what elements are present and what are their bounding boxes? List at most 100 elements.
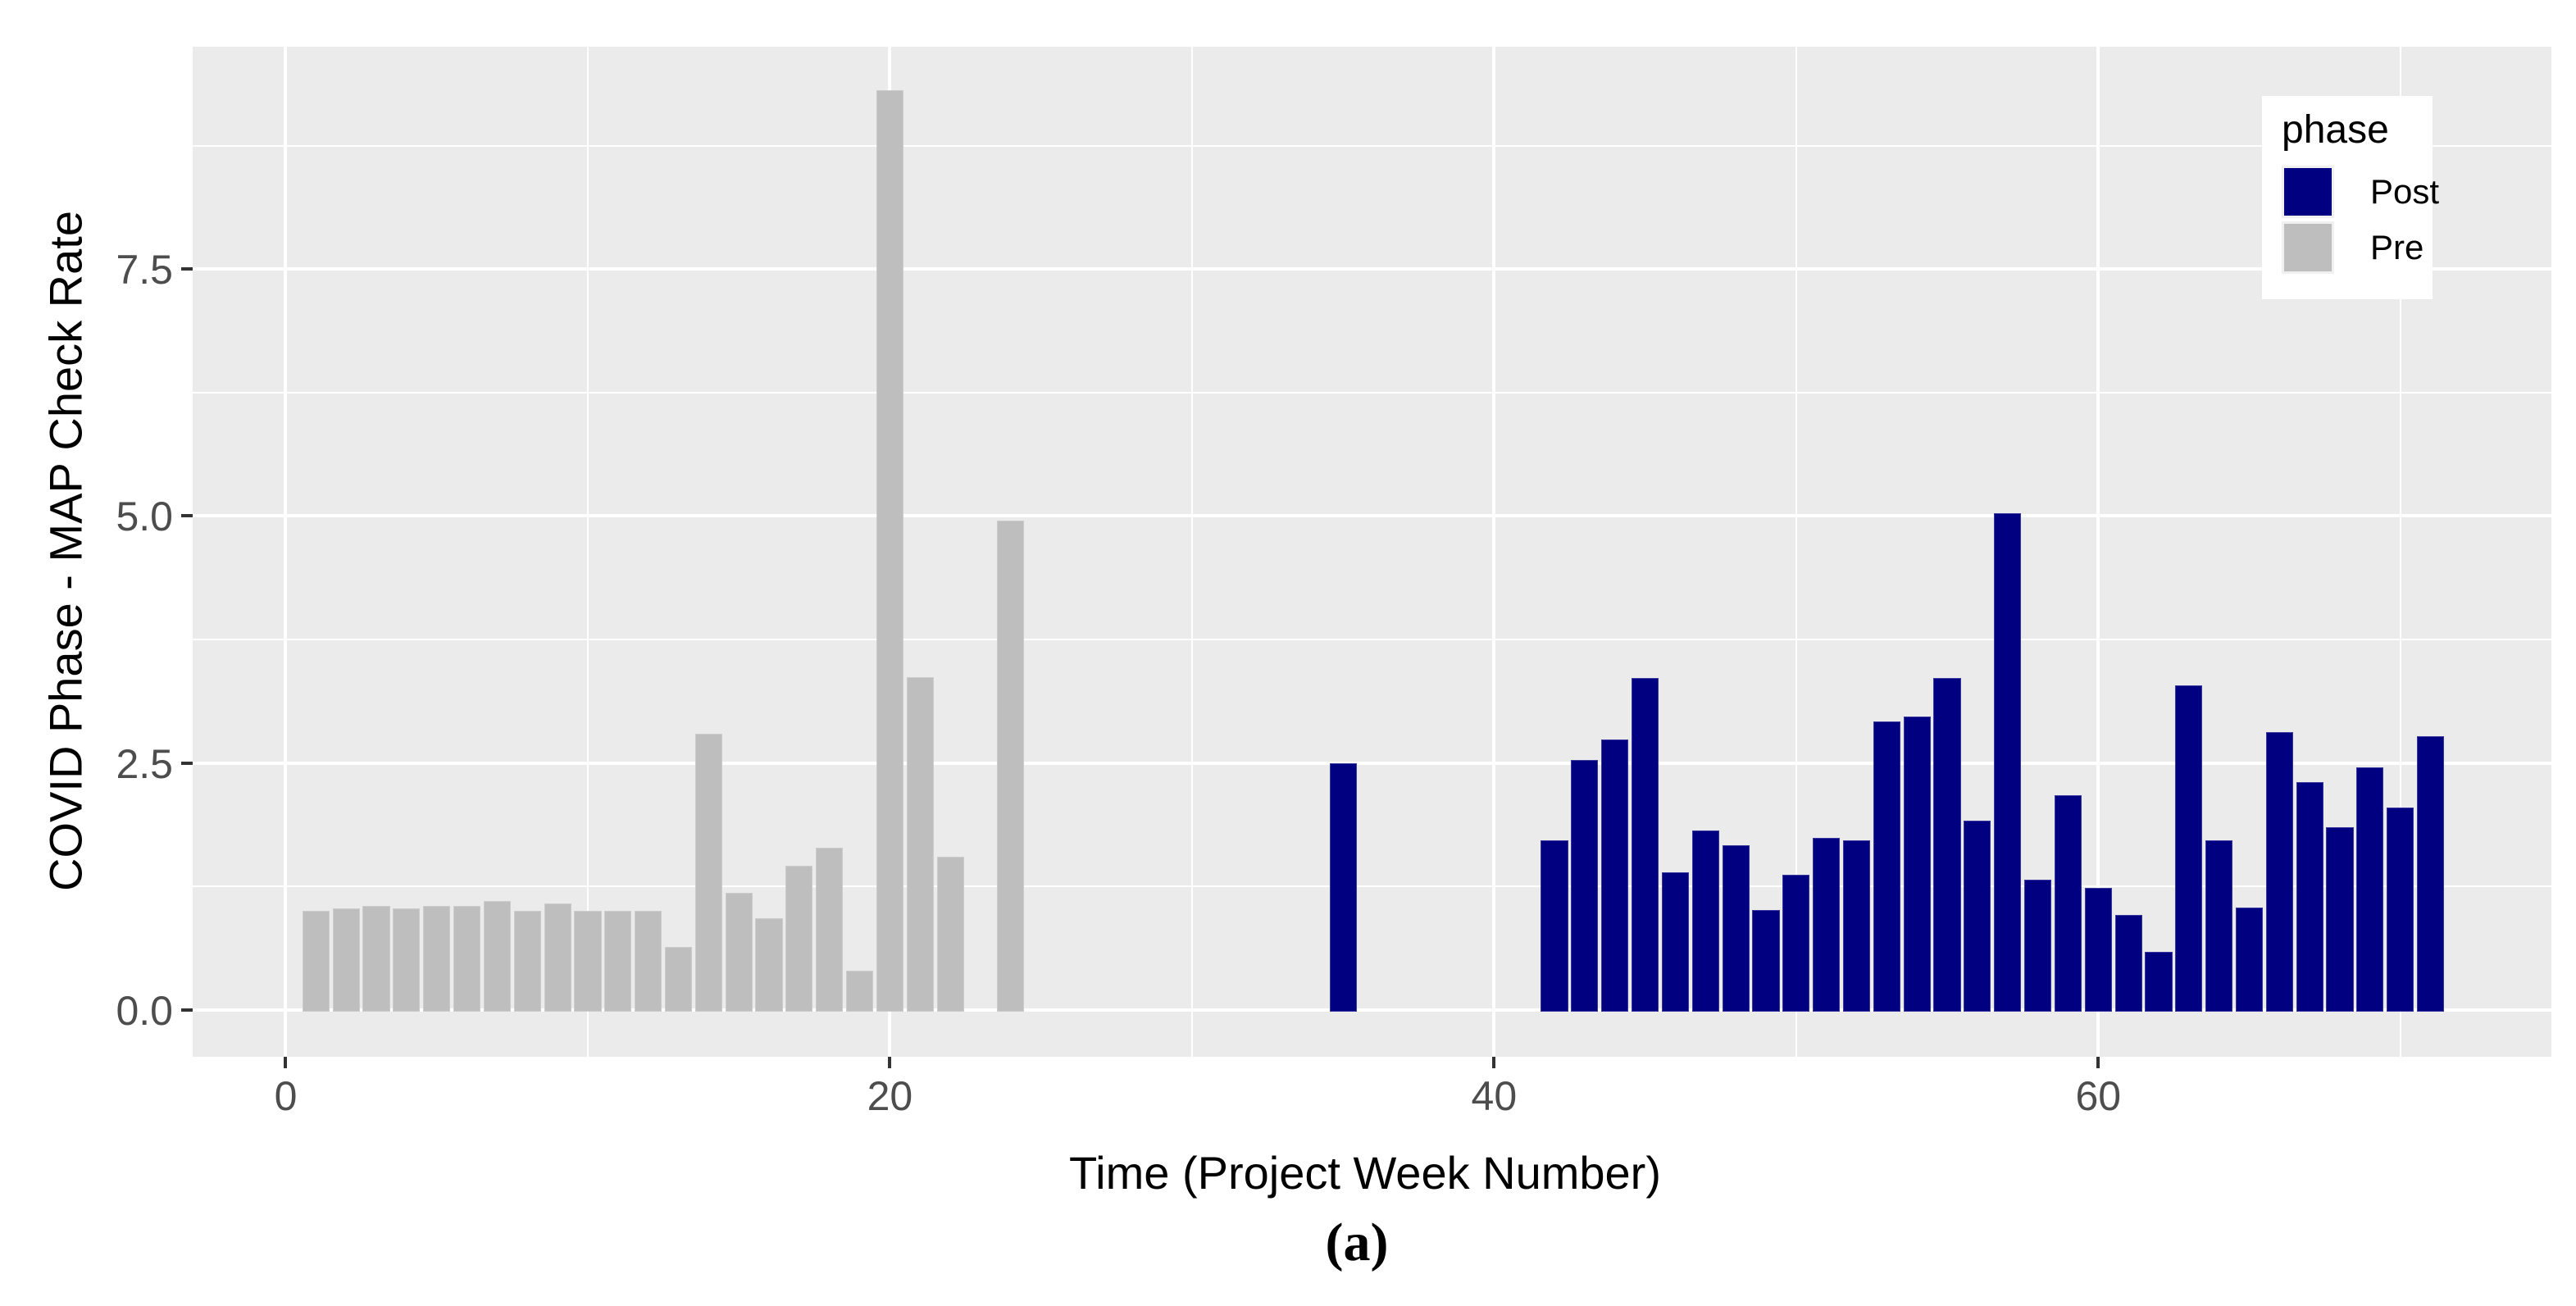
gridline-v — [2096, 47, 2100, 1057]
legend-key — [2282, 221, 2334, 274]
gridline-h — [193, 1008, 2551, 1012]
bar-pre-week-3 — [362, 906, 390, 1012]
bar-pre-week-4 — [393, 908, 421, 1012]
bar-post-week-68 — [2326, 827, 2354, 1012]
legend-swatch-pre — [2284, 224, 2332, 271]
gridline-v — [1190, 47, 1193, 1057]
bar-post-week-43 — [1571, 760, 1599, 1012]
gridline-h — [193, 761, 2551, 765]
x-tick-label-0: 0 — [274, 1073, 298, 1119]
bar-pre-week-21 — [906, 676, 934, 1012]
bar-pre-week-22 — [936, 857, 964, 1012]
y-axis-tick — [181, 761, 193, 765]
bar-post-week-44 — [1601, 739, 1629, 1012]
bar-post-week-54 — [1903, 717, 1931, 1012]
gridline-v — [284, 47, 288, 1057]
bar-pre-week-12 — [635, 911, 662, 1012]
bar-post-week-50 — [1782, 874, 1810, 1012]
y-axis-title: COVID Phase - MAP Check Rate — [39, 211, 92, 891]
bar-pre-week-19 — [845, 970, 874, 1012]
bar-post-week-53 — [1873, 721, 1900, 1012]
x-tick-label-60: 60 — [2075, 1073, 2122, 1119]
bar-pre-week-14 — [694, 733, 722, 1012]
bar-post-week-60 — [2084, 887, 2112, 1012]
legend-label: Pre — [2370, 228, 2424, 266]
x-tick-label-40: 40 — [1471, 1073, 1518, 1119]
gridline-h — [193, 144, 2551, 147]
bar-pre-week-1 — [302, 911, 330, 1012]
bar-pre-week-13 — [664, 946, 693, 1012]
bar-post-week-65 — [2235, 907, 2264, 1012]
bar-post-week-57 — [1994, 512, 2022, 1012]
bar-pre-week-5 — [423, 906, 451, 1012]
bar-post-week-46 — [1661, 872, 1690, 1012]
x-axis-tick — [284, 1057, 288, 1068]
gridline-h — [193, 514, 2551, 518]
gridline-h — [193, 639, 2551, 641]
gridline-v — [586, 47, 589, 1057]
bar-pre-week-6 — [453, 906, 481, 1012]
bar-post-week-67 — [2296, 781, 2323, 1012]
legend-box: phase Post Pre — [2262, 96, 2439, 299]
gridline-v — [1492, 47, 1496, 1057]
legend-label: Post — [2370, 172, 2440, 211]
y-tick-label-0.0: 0.0 — [116, 987, 173, 1034]
bar-post-week-49 — [1752, 910, 1780, 1012]
bar-pre-week-24 — [997, 521, 1025, 1012]
bar-post-week-52 — [1842, 840, 1871, 1012]
legend-swatch-post — [2284, 168, 2332, 216]
bar-post-week-58 — [2024, 879, 2052, 1012]
y-tick-label-7.5: 7.5 — [116, 247, 173, 294]
bar-pre-week-7 — [483, 901, 511, 1012]
bar-post-week-42 — [1541, 840, 1568, 1012]
bar-post-week-64 — [2205, 840, 2233, 1012]
legend-title: phase — [2282, 108, 2389, 152]
bar-post-week-66 — [2265, 732, 2293, 1012]
y-axis-tick — [181, 1008, 193, 1012]
bar-post-week-56 — [1964, 820, 1991, 1012]
bar-post-week-51 — [1813, 838, 1841, 1012]
legend-entry-post: Post — [2282, 164, 2439, 220]
x-axis-title: Time (Project Week Number) — [1069, 1147, 1661, 1199]
gridline-h — [193, 391, 2551, 394]
bar-pre-week-16 — [755, 917, 783, 1012]
bar-post-week-59 — [2054, 795, 2082, 1012]
bar-post-week-48 — [1722, 844, 1750, 1012]
bar-pre-week-2 — [332, 908, 360, 1012]
x-axis-tick — [888, 1057, 892, 1068]
y-tick-label-5.0: 5.0 — [116, 494, 173, 540]
gridline-v — [2399, 47, 2401, 1057]
bar-pre-week-10 — [574, 911, 602, 1012]
bar-post-week-45 — [1632, 678, 1659, 1012]
bar-post-week-69 — [2356, 767, 2384, 1012]
bar-pre-week-9 — [544, 903, 571, 1012]
legend-key — [2282, 166, 2334, 218]
subfigure-caption: (a) — [1325, 1213, 1389, 1272]
gridline-h — [193, 267, 2551, 271]
bar-post-week-55 — [1933, 678, 1961, 1012]
x-axis-tick — [2096, 1057, 2100, 1068]
legend-entry-pre: Pre — [2282, 220, 2433, 275]
x-axis-tick — [1492, 1057, 1496, 1068]
bar-pre-week-8 — [513, 911, 541, 1012]
y-axis-tick — [181, 267, 193, 271]
bar-pre-week-18 — [816, 848, 844, 1012]
bar-post-week-47 — [1691, 830, 1719, 1012]
bar-pre-week-11 — [604, 911, 632, 1012]
bar-pre-week-17 — [785, 866, 813, 1012]
bar-post-week-61 — [2114, 915, 2142, 1012]
bar-pre-week-20 — [876, 90, 903, 1012]
y-axis-tick — [181, 514, 193, 518]
bar-pre-week-15 — [725, 892, 753, 1012]
bar-post-week-62 — [2145, 951, 2173, 1012]
bar-post-week-35 — [1329, 762, 1357, 1012]
bar-post-week-71 — [2417, 736, 2445, 1012]
gridline-h — [193, 885, 2551, 888]
y-tick-label-2.5: 2.5 — [116, 740, 173, 787]
gridline-v — [1795, 47, 1797, 1057]
plot-panel — [193, 47, 2551, 1057]
bar-post-week-63 — [2175, 685, 2203, 1012]
bar-post-week-70 — [2387, 807, 2414, 1012]
legend-entries: Post Pre — [2282, 164, 2439, 275]
